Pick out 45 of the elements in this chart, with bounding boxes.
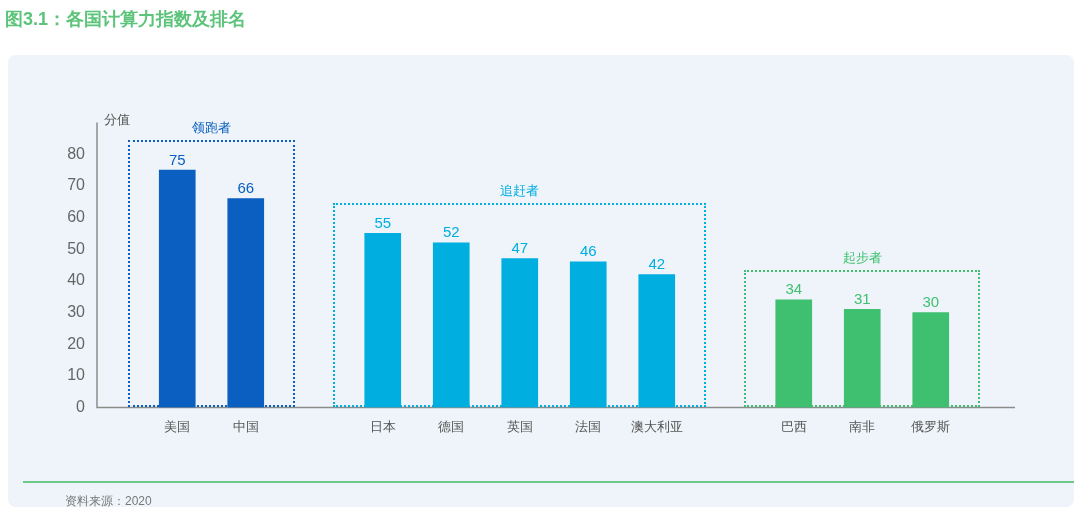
y-tick-label: 0 (76, 397, 86, 415)
bar (569, 261, 607, 408)
y-axis-title: 分值 (104, 112, 130, 128)
y-tick-label: 30 (67, 302, 86, 320)
data-label: 46 (579, 242, 597, 260)
data-label: 55 (374, 214, 392, 231)
data-label: 47 (511, 239, 529, 257)
bar (432, 242, 470, 408)
data-label: 31 (853, 289, 871, 307)
chart-title: 图3.1：各国计算力指数及排名 (5, 8, 247, 31)
x-tick-label: 澳大利亚 (630, 418, 683, 434)
data-label: 30 (922, 293, 940, 311)
x-tick-label: 巴西 (780, 418, 807, 434)
x-tick-label: 日本 (369, 418, 396, 434)
x-tick-label: 俄罗斯 (911, 418, 951, 434)
bar (364, 233, 402, 408)
y-tick-label: 20 (67, 334, 86, 352)
text: 追赶者 (500, 183, 540, 199)
data-label: 75 (168, 150, 186, 168)
bar (501, 258, 539, 408)
bar (638, 274, 676, 408)
x-tick-label: 英国 (506, 418, 533, 434)
x-tick-label: 德国 (438, 418, 465, 434)
y-tick-label: 70 (67, 176, 86, 194)
bar (227, 198, 265, 408)
bar (775, 299, 813, 408)
data-label: 66 (237, 179, 255, 197)
data-label: 34 (785, 280, 803, 298)
x-tick-label: 中国 (232, 418, 259, 434)
text: 领跑者 (192, 120, 231, 136)
x-tick-label: 美国 (164, 418, 191, 434)
text: 起步者 (842, 249, 882, 265)
x-tick-label: 南非 (849, 418, 876, 434)
data-label: 52 (442, 223, 460, 241)
y-tick-label: 40 (67, 271, 86, 289)
y-tick-label: 50 (67, 239, 86, 257)
y-tick-label: 10 (67, 366, 86, 384)
bar (843, 308, 881, 408)
text: 资料来源：2020 (65, 493, 153, 510)
bar (158, 169, 196, 408)
bar (912, 312, 950, 408)
data-label: 42 (648, 255, 666, 273)
y-tick-label: 60 (67, 207, 86, 225)
y-tick-label: 80 (67, 144, 86, 162)
x-tick-label: 法国 (575, 418, 602, 434)
